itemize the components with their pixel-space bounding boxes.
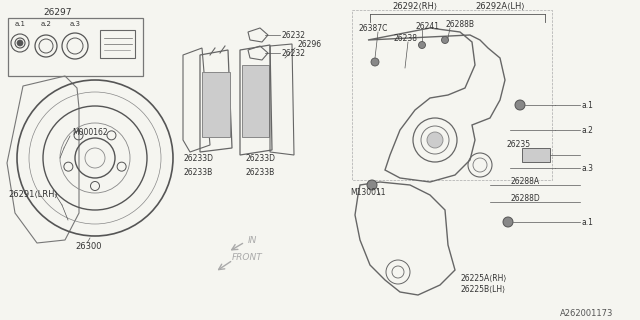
Circle shape — [419, 42, 426, 49]
Circle shape — [503, 217, 513, 227]
Bar — [352, 10, 552, 180]
Text: 26300: 26300 — [75, 242, 102, 251]
Text: a.1: a.1 — [582, 218, 594, 227]
Text: 26288A: 26288A — [510, 177, 539, 186]
Text: 26233B: 26233B — [183, 167, 212, 177]
Text: 26296: 26296 — [297, 39, 321, 49]
Text: M130011: M130011 — [350, 188, 385, 196]
Bar — [100, 30, 135, 58]
Text: 26241: 26241 — [415, 21, 439, 30]
Text: a.1: a.1 — [15, 21, 26, 27]
Text: 26233B: 26233B — [245, 167, 275, 177]
Text: IN: IN — [248, 236, 257, 244]
Circle shape — [17, 40, 23, 46]
Text: FRONT: FRONT — [232, 253, 263, 262]
Circle shape — [427, 132, 443, 148]
Text: 26232: 26232 — [281, 49, 305, 58]
Circle shape — [371, 58, 379, 66]
Text: 26387C: 26387C — [358, 23, 387, 33]
Text: a.3: a.3 — [582, 164, 594, 172]
Text: 26292A⟨LH⟩: 26292A⟨LH⟩ — [475, 2, 525, 11]
Text: a.2: a.2 — [582, 125, 594, 134]
Text: 26288B: 26288B — [445, 20, 474, 28]
Bar — [242, 65, 269, 137]
Text: a.2: a.2 — [40, 21, 51, 27]
Text: 26233D: 26233D — [183, 154, 213, 163]
Text: 26288D: 26288D — [510, 194, 540, 203]
Text: 26235: 26235 — [506, 140, 530, 148]
Text: 26292⟨RH⟩: 26292⟨RH⟩ — [392, 2, 438, 11]
Text: a.3: a.3 — [70, 21, 81, 27]
Bar — [202, 72, 230, 137]
Text: 26291⟨LRH⟩: 26291⟨LRH⟩ — [8, 189, 58, 198]
Text: 26232: 26232 — [281, 30, 305, 39]
Text: 26297: 26297 — [43, 7, 72, 17]
Text: 26225B⟨LH⟩: 26225B⟨LH⟩ — [460, 284, 505, 293]
Text: A262001173: A262001173 — [560, 308, 613, 317]
Text: 26238: 26238 — [393, 34, 417, 43]
Bar — [8, 18, 143, 76]
Circle shape — [442, 36, 449, 44]
Bar — [522, 148, 550, 162]
Circle shape — [367, 180, 377, 190]
Text: 26225A⟨RH⟩: 26225A⟨RH⟩ — [460, 274, 506, 283]
Text: M000162: M000162 — [72, 127, 108, 137]
Text: a.1: a.1 — [582, 100, 594, 109]
Circle shape — [515, 100, 525, 110]
Text: 26233D: 26233D — [245, 154, 275, 163]
